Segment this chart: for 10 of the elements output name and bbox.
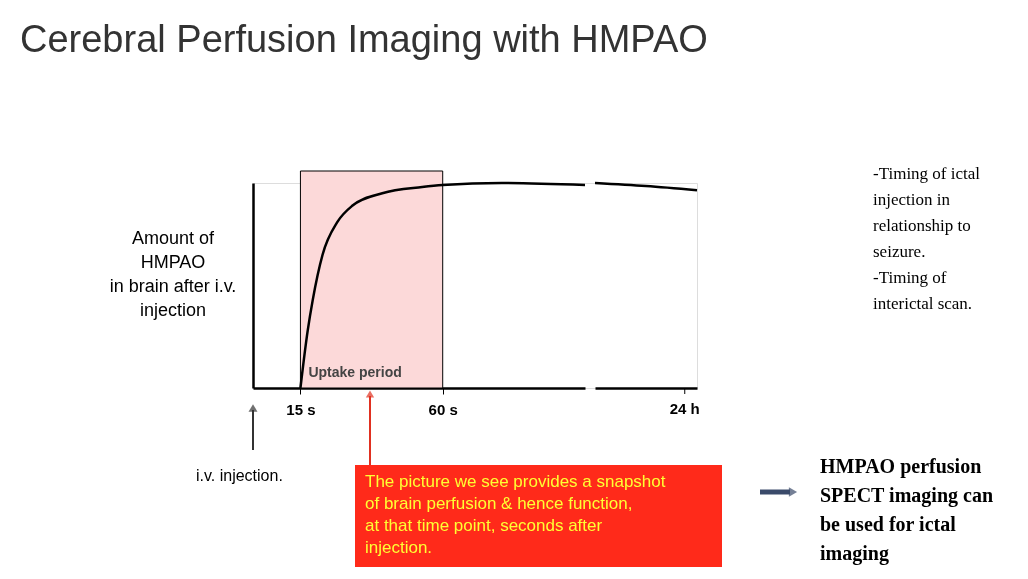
- text: HMPAO perfusion SPECT imaging can be used for ictal imaging: [820, 455, 993, 565]
- text: 24 h: [669, 400, 700, 417]
- text: -Timing of ictal injection in relationship to seizure. -Timing of interictal scan.: [873, 164, 981, 313]
- chart-title: Cerebral Perfusion Imaging with HMPAO: [20, 18, 708, 60]
- band-label: Uptake period: [308, 364, 402, 380]
- y-axis-title: Amount of HMPAO in brain after i.v. injection: [109, 228, 237, 320]
- text: i.v. injection.: [196, 467, 283, 484]
- x-tick-label: 15 s: [286, 400, 316, 418]
- x-tick-label: 60 s: [428, 400, 458, 418]
- text: The picture we see provides a snapshot of brain perfusion & hence function, at that time point, seconds after injection.: [365, 472, 666, 557]
